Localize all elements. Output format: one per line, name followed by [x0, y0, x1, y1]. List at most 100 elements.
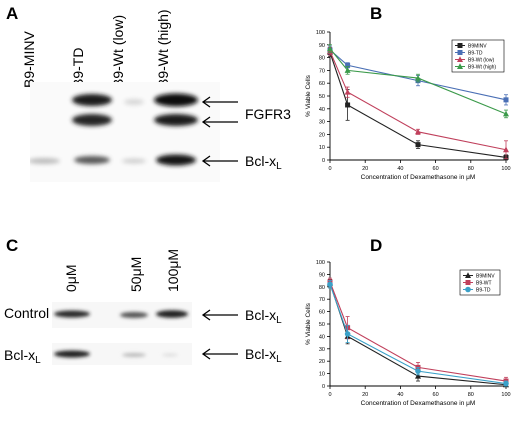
chart-b-y-tick-label-90: 90	[319, 43, 325, 49]
lane-label-0um: 0μM	[63, 264, 79, 292]
lane-label-b9-minv: B9-MINV	[21, 31, 37, 88]
chart-b-y-tick-label-20: 20	[319, 132, 325, 138]
lane-label-b9-wt-low: B9-Wt (low)	[110, 14, 126, 88]
chart-b-y-tick-label-10: 10	[319, 145, 325, 151]
chart-b-y-axis-label: % Viable Cells	[305, 74, 312, 117]
chart-b-point-b9-td-1	[345, 62, 351, 68]
chart-b-legend-marker-b9-wt-low	[457, 56, 463, 62]
band-label-bcl-xl-a-sub: L	[276, 161, 282, 172]
band-label-fgfr3: FGFR3	[245, 106, 291, 122]
chart-d-y-tick-label-50: 50	[319, 322, 325, 328]
arrow-bcl-xl-c-control	[201, 309, 238, 321]
chart-b-x-tick-label-100: 100	[501, 166, 510, 172]
chart-b-x-tick-label-60: 60	[433, 166, 439, 172]
chart-d-x-tick-label-100: 100	[501, 392, 510, 398]
chart-d-y-tick-label-30: 30	[319, 347, 325, 353]
chart-d-point-b9-td-1	[344, 331, 351, 337]
chart-d-legend-marker-b9-td	[465, 286, 471, 293]
chart-d-y-tick-label-70: 70	[319, 297, 325, 303]
chart-d-y-tick-label-40: 40	[319, 334, 325, 340]
chart-b-y-tick-label-100: 100	[316, 30, 325, 36]
chart-d-point-b9-td-0	[327, 281, 333, 288]
chart-d-line-b9-wt	[329, 281, 507, 382]
chart-d-series-b9-td	[327, 280, 509, 387]
chart-b-point-b9minv-1	[345, 102, 351, 108]
chart-d-y-axis-label: % Viable Cells	[305, 302, 312, 345]
row-label-bcl-xl-sub: L	[35, 355, 41, 366]
chart-b-point-b9-wt-high-0	[327, 45, 333, 52]
chart-b-legend-marker-b9-td	[457, 50, 463, 55]
chart-d-legend-marker-b9minv	[465, 272, 471, 278]
chart-b-y-tick-label-40: 40	[319, 107, 325, 113]
lane-label-100um: 100μM	[165, 248, 181, 292]
chart-d-legend-label-b9minv: B9MINV	[476, 273, 495, 279]
chart-d-y-tick-label-100: 100	[316, 260, 325, 266]
chart-b-y-tick-label-50: 50	[319, 94, 325, 100]
chart-b-line-b9-td	[329, 49, 507, 101]
chart-b-y-tick-label-30: 30	[319, 120, 325, 126]
chart-b-point-b9-wt-low-2	[415, 128, 421, 135]
chart-b-y-tick-label-60: 60	[319, 81, 325, 87]
chart-d: 0 10 20 30 40 50 60 70 80 90 100 0 20 40 60 80 100 Concen…	[305, 260, 511, 407]
chart-b-x-tick-label-40: 40	[397, 166, 403, 172]
chart-b-point-b9-wt-high-2	[415, 74, 421, 81]
chart-d-point-b9-td-2	[415, 368, 421, 374]
chart-b-legend-label-b9-wt-low: B9-Wt (low)	[468, 57, 494, 63]
chart-d-legend-marker-b9-wt	[465, 280, 471, 285]
chart-d-legend-label-b9-td: B9-TD	[476, 287, 491, 293]
blot-a-image	[30, 82, 220, 182]
panel-b-letter: B	[370, 4, 383, 23]
row-label-control: Control	[4, 305, 50, 321]
chart-d-x-tick-label-60: 60	[433, 392, 439, 398]
band-label-bcl-xl-c-bcl: Bcl-xL	[245, 346, 282, 365]
chart-b-legend-label-b9-td: B9-TD	[468, 50, 483, 56]
arrow-fgfr3-upper	[201, 96, 238, 108]
chart-b-line-b9-wt-high	[329, 48, 507, 115]
panel-c-letter: C	[6, 236, 19, 255]
chart-b-point-b9-wt-low-3	[503, 146, 509, 153]
chart-b-legend-label-b9-wt-high: B9-Wt (high)	[468, 64, 496, 70]
arrow-bcl-xl-c-bcl	[201, 348, 238, 360]
chart-d-legend-label-b9-wt: B9-WT	[476, 280, 492, 286]
chart-b-point-b9-wt-low-1	[344, 88, 351, 95]
chart-b-x-tick-label-20: 20	[362, 166, 368, 172]
arrow-bcl-xl-a	[201, 155, 238, 167]
chart-b-line-b9-wt-low	[329, 50, 507, 151]
chart-d-y-tick-label-80: 80	[319, 285, 325, 291]
chart-b-y-tick-label-0: 0	[322, 158, 325, 164]
chart-d-y-tick-label-90: 90	[319, 272, 325, 278]
chart-b-x-tick-label-0: 0	[328, 166, 331, 172]
chart-b-point-b9-wt-high-1	[344, 67, 351, 73]
band-label-bcl-xl-c-control: Bcl-xL	[245, 307, 282, 326]
lane-label-50um: 50μM	[128, 256, 144, 292]
chart-b-line-b9minv	[329, 52, 507, 158]
chart-d-y-tick-label-20: 20	[319, 359, 325, 365]
panel-d-letter: D	[370, 236, 383, 255]
chart-d-x-tick-label-20: 20	[362, 392, 368, 398]
panel-a-letter: A	[6, 4, 19, 23]
lane-label-b9-wt-high: B9-Wt (high)	[155, 9, 171, 88]
chart-b-legend-marker-b9minv	[457, 43, 463, 48]
chart-b-legend-label-b9minv: B9MINV	[468, 43, 487, 49]
band-label-bcl-xl-a: Bcl-xL	[245, 153, 282, 172]
chart-b-y-tick-label-70: 70	[319, 68, 325, 74]
chart-b-series-b9-wt-high	[327, 44, 509, 119]
blot-c-bcl-xl-image	[52, 343, 192, 365]
chart-d-y-tick-label-0: 0	[322, 384, 325, 390]
chart-b: 0 10 20 30 40 50 60 70 80 90 100 0 20 40 60 80 100 Concen…	[305, 30, 511, 181]
chart-d-x-tick-label-40: 40	[397, 392, 403, 398]
chart-d-point-b9minv-2	[415, 372, 421, 379]
chart-b-point-b9-wt-high-3	[503, 110, 509, 117]
arrow-fgfr3-lower	[201, 116, 238, 128]
chart-d-point-b9-td-3	[503, 380, 509, 387]
chart-d-line-b9-td	[329, 284, 507, 385]
chart-d-y-tick-label-60: 60	[319, 310, 325, 316]
chart-b-x-tick-label-80: 80	[468, 166, 474, 172]
chart-b-x-axis-label: Concentration of Dexamethasone in μM	[361, 174, 476, 181]
chart-b-y-tick-label-80: 80	[319, 56, 325, 62]
chart-d-x-axis-label: Concentration of Dexamethasone in μM	[361, 400, 476, 407]
blot-c-control-image	[52, 302, 192, 328]
chart-b-point-b9-td-3	[503, 97, 509, 103]
